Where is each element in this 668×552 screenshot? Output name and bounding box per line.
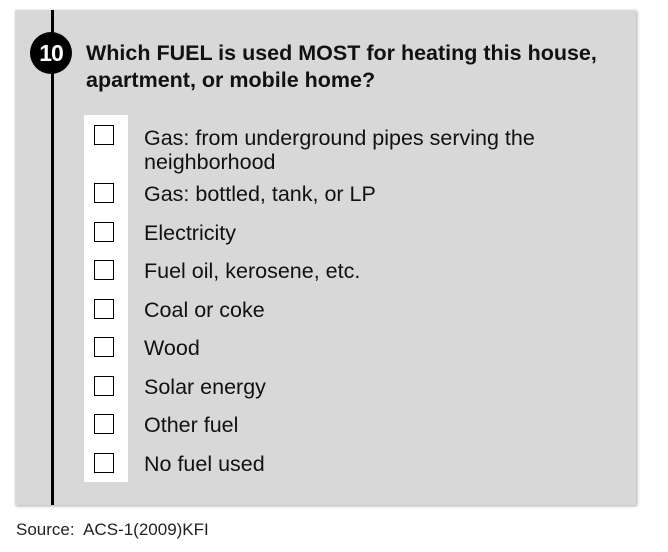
option-label: Gas: from underground pipes serving the … xyxy=(144,126,535,174)
option-label: No fuel used xyxy=(144,452,265,476)
option-label: Electricity xyxy=(144,221,236,245)
checkbox[interactable] xyxy=(94,299,114,319)
checkbox[interactable] xyxy=(94,414,114,434)
option-label: Wood xyxy=(144,336,200,360)
checkbox[interactable] xyxy=(94,453,114,473)
source-caption: Source: ACS-1(2009)KFI xyxy=(16,520,209,539)
option-label: Fuel oil, kerosene, etc. xyxy=(144,259,361,283)
checkbox[interactable] xyxy=(94,222,114,242)
option-label: Gas: bottled, tank, or LP xyxy=(144,182,376,206)
checkbox[interactable] xyxy=(94,125,114,145)
checkbox[interactable] xyxy=(94,376,114,396)
option-label: Other fuel xyxy=(144,413,239,437)
margin-rule xyxy=(51,10,54,505)
question-number-badge: 10 xyxy=(30,32,72,74)
option-label: Coal or coke xyxy=(144,298,265,322)
checkbox[interactable] xyxy=(94,260,114,280)
checkbox[interactable] xyxy=(94,337,114,357)
checkbox[interactable] xyxy=(94,183,114,203)
question-text: Which FUEL is used MOST for heating this… xyxy=(86,41,597,92)
option-label: Solar energy xyxy=(144,375,266,399)
